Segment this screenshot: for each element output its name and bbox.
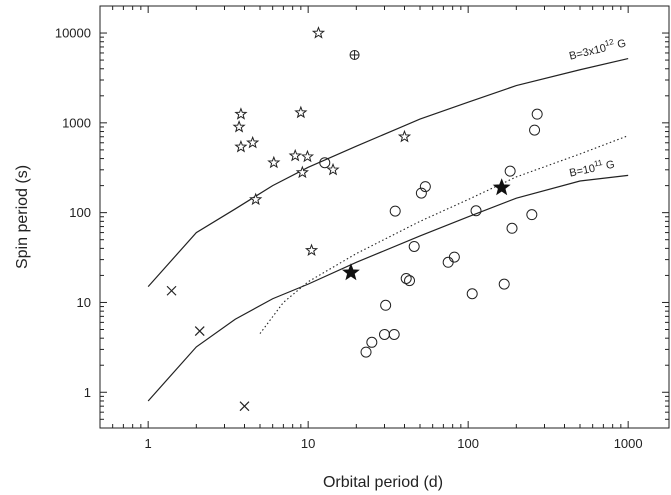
open-circle-point (466, 288, 478, 300)
open-circle-point (531, 108, 543, 120)
open-circle-point (400, 272, 412, 284)
data-points (166, 26, 543, 412)
x-tick-label: 10 (301, 436, 315, 451)
x-tick-label: 1000 (614, 436, 643, 451)
open-circle-point (470, 205, 482, 217)
open-star-point (311, 26, 326, 39)
x-tick-label: 1 (145, 436, 152, 451)
open-star-point (234, 107, 248, 120)
open-star-point (397, 129, 412, 143)
open-star-point (295, 165, 309, 179)
x-tick-label: 100 (457, 436, 479, 451)
cross-point (239, 401, 250, 412)
curve-label-text: B=3x1012 G (567, 34, 627, 62)
curve-solid-0 (147, 57, 629, 288)
filled-star-point (341, 263, 360, 281)
circle-plus-point (349, 49, 360, 60)
open-circle-point (442, 256, 454, 268)
curve-solid-1 (147, 174, 629, 402)
open-star-point (288, 148, 302, 162)
open-circle-point (388, 328, 400, 340)
open-circle-point (380, 299, 392, 311)
open-circle-point (504, 165, 516, 177)
open-circle-point (389, 205, 401, 217)
open-circle-point (529, 124, 541, 136)
y-tick-label: 10000 (55, 26, 91, 41)
axis-ticks (99, 5, 669, 429)
y-axis-title: Spin period (s) (14, 165, 31, 269)
y-tick-label: 100 (69, 205, 91, 220)
curve-label-1: B=1011 G (568, 156, 616, 180)
open-circle-point (366, 336, 378, 348)
open-circle-point (408, 240, 420, 252)
open-star-point (232, 120, 246, 133)
open-circle-point (506, 222, 518, 234)
y-tick-label: 10 (77, 295, 91, 310)
open-star-point (267, 155, 281, 169)
open-circle-point (404, 275, 416, 287)
curve-label-base: B=3x10 (568, 42, 607, 63)
open-star-point (234, 139, 248, 153)
open-circle-point (319, 157, 331, 169)
curve-dotted-2 (259, 135, 629, 334)
cross-point (166, 285, 177, 296)
open-circle-point (379, 328, 390, 340)
curve-label-exponent: 12 (604, 37, 615, 48)
curve-label-0: B=3x1012 G (567, 34, 627, 63)
open-star-point (300, 149, 315, 163)
open-circle-point (419, 181, 431, 193)
curve-label-unit: G (605, 159, 616, 172)
open-circle-point (448, 251, 460, 263)
curve-label-exponent: 11 (593, 158, 603, 169)
cross-point (194, 326, 205, 337)
open-circle-point (360, 346, 372, 358)
filled-star-point (492, 178, 511, 196)
curve-label-text: B=1011 G (568, 156, 616, 180)
open-star-point (249, 192, 263, 206)
open-star-point (246, 135, 260, 149)
curve-label-base: B=10 (568, 163, 596, 180)
y-tick-label: 1000 (62, 115, 91, 130)
open-star-point (326, 162, 340, 176)
y-tick-label: 1 (84, 385, 91, 400)
open-circle-point (526, 209, 538, 221)
x-axis-title: Orbital period (d) (323, 474, 443, 491)
open-circle-point (415, 187, 427, 199)
x-tick-labels: 1 10 100 1000 (145, 436, 643, 451)
open-circle-point (498, 278, 510, 290)
open-star-point (294, 105, 308, 119)
open-star-point (304, 243, 319, 257)
curve-label-unit: G (616, 37, 627, 51)
curve-labels: B=3x1012 GB=1011 G (567, 34, 627, 180)
y-tick-labels: 1 10 100 1000 10000 (55, 26, 91, 400)
field-curves (147, 57, 629, 402)
